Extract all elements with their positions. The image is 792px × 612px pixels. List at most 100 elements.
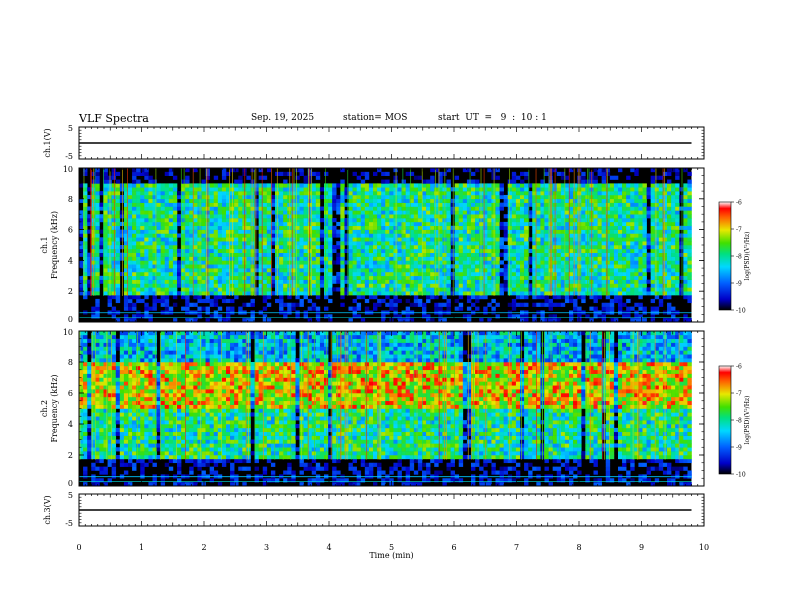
spectrogram-cell [389,248,394,253]
spectrogram-cell [201,237,206,242]
spectrogram-cell [409,237,415,242]
spectrogram-cell [189,221,194,227]
spectrogram-cell [144,191,149,196]
spectrogram-cell [483,256,488,261]
spectrogram-cell [577,191,582,196]
spectrogram-cell [528,221,533,227]
spectrogram-cell [605,198,611,203]
spectrogram-cell [132,233,137,238]
spectrogram-cell [311,306,317,311]
spectrogram-cell [393,283,398,288]
spectrogram-cell [307,175,313,180]
spectrogram-cell [422,264,427,269]
spectrogram-cell [238,283,243,288]
spectrogram-cell [123,187,129,192]
spectrogram-cell [164,245,170,250]
spectrogram-cell [111,237,117,242]
spectrogram-cell [393,260,398,265]
spectrogram-cell [332,260,337,265]
spectrogram-cell [91,447,96,452]
spectrogram-cell [618,191,623,196]
spectrogram-cell [197,206,202,211]
spectrogram-cell [593,314,598,319]
spectrogram-cell [91,416,96,421]
spectrogram-cell [654,268,660,273]
spectrogram-cell [193,248,198,253]
spectrogram-cell [528,194,533,200]
spectrogram-cell [573,225,578,230]
spectrogram-cell [303,210,308,215]
spectrogram-cell [413,175,419,180]
spectrogram-cell [136,210,141,215]
spectrogram-cell [79,377,84,382]
spectrogram-cell [246,194,251,200]
spectrogram-cell [422,241,427,246]
spectrogram-cell [573,271,578,277]
spectrogram-cell [630,168,635,173]
spectrogram-cell [381,287,386,292]
spectrogram-cell [564,218,570,223]
spectrogram-cell [164,287,170,292]
spectrogram-cell [609,298,615,304]
spectrogram-cell [524,221,529,227]
spectrogram-cell [417,187,423,192]
spectrogram-cell [181,183,186,188]
spectrogram-cell [475,221,480,227]
spectrogram-cell [593,175,598,180]
spectrogram-cell [487,318,492,323]
spectrogram-cell [364,256,370,261]
spectrogram-cell [609,237,615,242]
spectrogram-cell [593,283,598,288]
spectrogram-cell [389,198,394,203]
spectrogram-cell [246,229,251,234]
spectrogram-cell [377,183,382,188]
spectrogram-cell [401,202,406,207]
spectrogram-cell [189,283,194,288]
spectrogram-cell [511,271,517,277]
spectrogram-cell [422,229,427,234]
spectrogram-cell [262,295,268,300]
spectrogram-cell [597,264,602,269]
spectrogram-cell [79,248,84,253]
spectrogram-cell [675,218,680,223]
spectrogram-cell [626,271,631,277]
spectrogram-cell [91,424,96,429]
spectrogram-cell [601,237,607,242]
spectrogram-cell [332,194,337,200]
spectrogram-cell [111,210,117,215]
spectrogram-cell [540,225,545,230]
spectrogram-cell [389,260,394,265]
spectrogram-cell [209,283,215,288]
spectrogram-cell [266,214,272,219]
spectrogram-cell [144,241,149,246]
spectrogram-cell [115,318,121,323]
spectrogram-cell [536,287,541,292]
spectrogram-cell [564,279,570,284]
spectrogram-cell [209,314,215,319]
spectrogram-cell [307,245,313,250]
spectrogram-cell [438,306,443,311]
spectrogram-cell [536,256,541,261]
spectrogram-cell [160,218,166,223]
spectrogram-cell [524,241,529,246]
spectrogram-cell [123,183,129,188]
spectrogram-cell [328,275,333,280]
spectrogram-cell [385,291,390,296]
spectrogram-cell [560,218,566,223]
spectrogram-cell [258,279,264,284]
spectrogram-cell [618,221,623,227]
spectrogram-cell [83,237,88,242]
spectrogram-cell [626,237,631,242]
spectrogram-cell [128,214,133,219]
spectrogram-cell [401,225,406,230]
spectrogram-cell [462,241,468,246]
spectrogram-cell [650,233,656,238]
spectrogram-cell [79,245,84,250]
spectrogram-cell [181,287,186,292]
spectrogram-cell [393,187,398,192]
spectrogram-cell [132,302,137,307]
spectrogram-cell [279,229,284,234]
spectrogram-cell [258,245,264,250]
spectrogram-cell [438,175,443,180]
spectrogram-cell [103,175,108,180]
